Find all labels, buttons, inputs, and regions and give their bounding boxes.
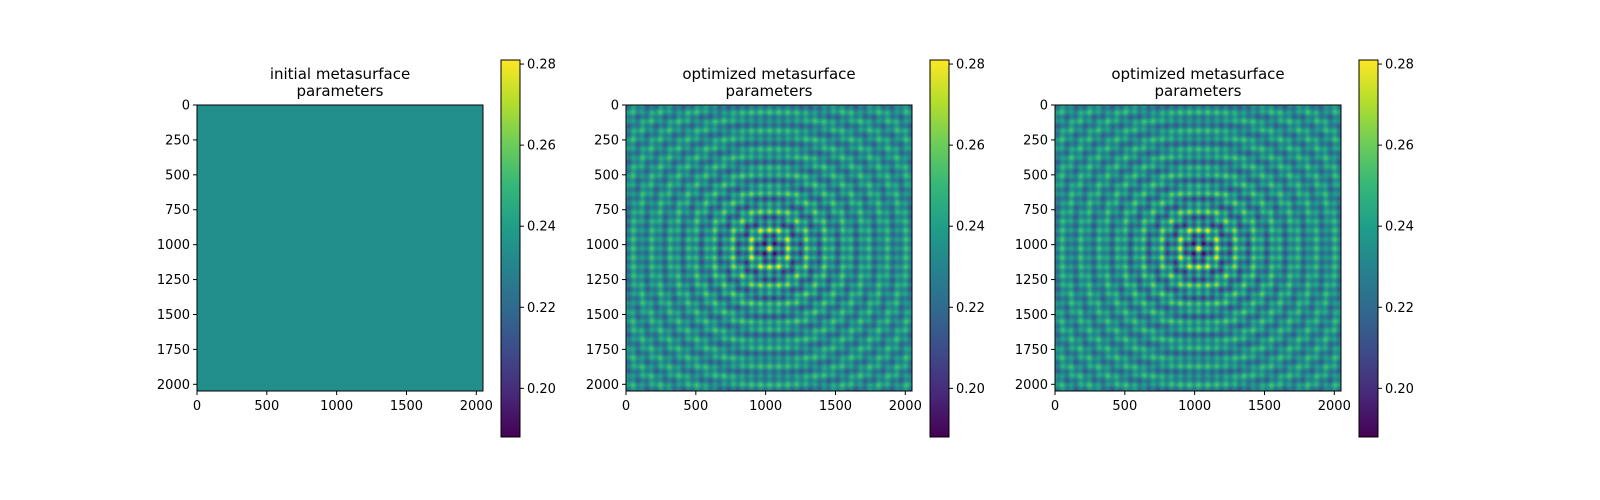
y-tick-label: 500 — [594, 168, 619, 183]
y-tick-label: 0 — [1040, 99, 1048, 114]
y-tick-label: 750 — [594, 203, 619, 218]
x-tick-label: 1500 — [819, 399, 852, 414]
y-tick-label: 250 — [165, 133, 190, 148]
y-tick-label: 750 — [165, 203, 190, 218]
colorbar — [501, 60, 520, 437]
x-tick-label: 1000 — [749, 399, 782, 414]
y-tick-label: 1750 — [586, 343, 619, 358]
subplot-title-line: initial metasurface — [270, 65, 410, 83]
colorbar-tick-label: 0.20 — [956, 382, 985, 397]
x-tick-label: 1500 — [390, 399, 423, 414]
colorbar-tick-label: 0.24 — [527, 220, 556, 235]
colorbar-frame — [929, 59, 950, 438]
x-tick-label: 0 — [622, 399, 630, 414]
y-tick-label: 250 — [594, 133, 619, 148]
x-tick-label: 500 — [1112, 399, 1137, 414]
x-tick-label: 2000 — [460, 399, 493, 414]
x-tick-label: 0 — [1051, 399, 1059, 414]
y-tick-label: 1500 — [1015, 308, 1048, 323]
colorbar-tick-label: 0.24 — [956, 220, 985, 235]
colorbar-tick-label: 0.26 — [956, 139, 985, 154]
y-tick-label: 250 — [1023, 133, 1048, 148]
x-tick-label: 2000 — [889, 399, 922, 414]
y-tick-label: 500 — [165, 168, 190, 183]
subplot-title-line: parameters — [1154, 82, 1241, 100]
y-tick-label: 1500 — [157, 308, 190, 323]
heatmap-image — [197, 105, 483, 391]
y-tick-label: 1750 — [1015, 343, 1048, 358]
subplot-title-line: parameters — [725, 82, 812, 100]
x-tick-label: 1000 — [320, 399, 353, 414]
x-tick-label: 500 — [254, 399, 279, 414]
colorbar-frame — [500, 59, 521, 438]
y-tick-label: 500 — [1023, 168, 1048, 183]
y-tick-label: 1250 — [157, 273, 190, 288]
colorbar-tick-label: 0.22 — [527, 301, 556, 316]
colorbar-tick-label: 0.26 — [1385, 139, 1414, 154]
colorbar-tick-label: 0.24 — [1385, 220, 1414, 235]
colorbar-frame — [1358, 59, 1379, 438]
x-tick-label: 1000 — [1178, 399, 1211, 414]
x-tick-label: 2000 — [1318, 399, 1351, 414]
y-tick-label: 750 — [1023, 203, 1048, 218]
y-tick-label: 1750 — [157, 343, 190, 358]
y-tick-label: 2000 — [157, 378, 190, 393]
subplot-title-line: optimized metasurface — [682, 65, 855, 83]
y-tick-label: 0 — [611, 99, 619, 114]
subplot-title-line: parameters — [296, 82, 383, 100]
colorbar-tick-label: 0.28 — [527, 58, 556, 73]
y-tick-label: 1250 — [586, 273, 619, 288]
x-tick-label: 1500 — [1248, 399, 1281, 414]
colorbar-tick-label: 0.26 — [527, 139, 556, 154]
y-tick-label: 1000 — [586, 238, 619, 253]
colorbar-tick-label: 0.22 — [956, 301, 985, 316]
heatmap-image — [1055, 105, 1341, 391]
colorbar-tick-label: 0.20 — [527, 382, 556, 397]
y-tick-label: 1000 — [1015, 238, 1048, 253]
colorbar-tick-label: 0.28 — [1385, 58, 1414, 73]
heatmap-image — [626, 105, 912, 391]
axes-frame — [196, 104, 484, 392]
subplot-title-line: optimized metasurface — [1111, 65, 1284, 83]
y-tick-label: 1000 — [157, 238, 190, 253]
colorbar-tick-label: 0.22 — [1385, 301, 1414, 316]
x-tick-label: 0 — [193, 399, 201, 414]
x-tick-label: 500 — [683, 399, 708, 414]
y-tick-label: 2000 — [1015, 378, 1048, 393]
y-tick-label: 0 — [182, 99, 190, 114]
colorbar-tick-label: 0.20 — [1385, 382, 1414, 397]
axes-frame — [1054, 104, 1342, 392]
colorbar — [930, 60, 949, 437]
colorbar — [1359, 60, 1378, 437]
y-tick-label: 2000 — [586, 378, 619, 393]
axes-frame — [625, 104, 913, 392]
colorbar-tick-label: 0.28 — [956, 58, 985, 73]
y-tick-label: 1250 — [1015, 273, 1048, 288]
y-tick-label: 1500 — [586, 308, 619, 323]
